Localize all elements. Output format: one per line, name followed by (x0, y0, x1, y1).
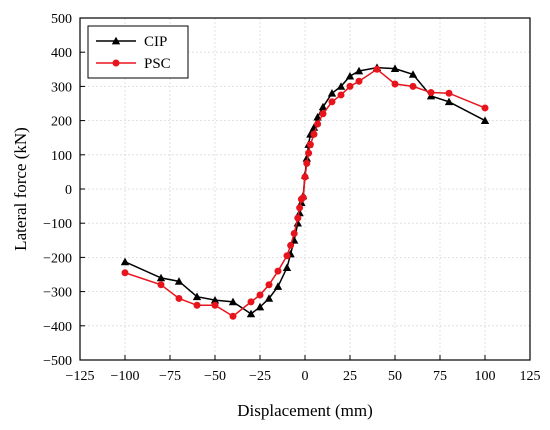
data-point-psc (445, 89, 453, 97)
plot-series (120, 63, 490, 320)
data-point-cip (318, 102, 328, 111)
axis-ticks: −125 −100 −75 −50 −25 0 25 50 75 100 125 −500 −400 −3… (43, 12, 540, 384)
data-point-cip (336, 82, 346, 90)
data-point-psc (290, 229, 298, 237)
legend-label: PSC (144, 56, 171, 72)
data-point-psc (409, 82, 417, 90)
legend-item-psc: PSC (96, 56, 171, 72)
data-point-psc (427, 89, 435, 97)
legend-marker (111, 36, 121, 45)
data-point-psc (337, 91, 345, 99)
data-point-cip (444, 97, 454, 106)
y-tick-label: 100 (51, 149, 72, 164)
legend-item-cip: CIP (96, 34, 167, 50)
data-point-psc (256, 291, 264, 299)
data-point-cip (480, 116, 490, 124)
data-point-cip (246, 309, 256, 318)
y-tick-label: 400 (51, 46, 72, 61)
data-point-psc (175, 294, 183, 302)
y-tick-label: 500 (51, 12, 72, 27)
data-point-psc (294, 214, 302, 222)
data-point-psc (355, 77, 363, 85)
data-point-cip (120, 257, 130, 266)
data-point-cip (174, 277, 184, 285)
grid (79, 17, 531, 361)
data-point-cip (273, 282, 283, 290)
y-axis-title: Lateral force (kN) (11, 127, 30, 251)
y-tick-label: −300 (43, 286, 72, 301)
data-point-cip (302, 154, 311, 162)
y-tick-label: 300 (51, 80, 72, 95)
data-point-cip (327, 89, 337, 97)
data-point-cip (345, 71, 355, 80)
series-line-psc (124, 68, 486, 318)
data-point-psc (193, 301, 201, 309)
data-point-psc (157, 281, 165, 289)
x-tick-label: 0 (302, 369, 309, 384)
data-point-psc (319, 110, 327, 118)
y-tick-label: −500 (43, 354, 72, 369)
data-point-psc (299, 194, 307, 202)
data-point-psc (310, 130, 318, 138)
x-tick-label: −100 (111, 369, 140, 384)
data-point-psc (296, 204, 304, 212)
data-point-psc (328, 98, 336, 106)
data-point-psc (274, 267, 282, 275)
data-point-cip (408, 70, 418, 78)
series-psc (121, 65, 489, 320)
x-tick-label: −125 (66, 369, 95, 384)
data-point-psc (305, 149, 313, 157)
data-point-psc (283, 252, 291, 260)
x-tick-label: 50 (388, 369, 402, 384)
data-point-psc (287, 241, 295, 249)
y-tick-label: 0 (65, 183, 72, 198)
data-point-psc (121, 269, 129, 277)
y-tick-label: −100 (43, 217, 72, 232)
data-point-psc (306, 141, 314, 149)
y-tick-label: −200 (43, 251, 72, 266)
legend-marker (112, 59, 120, 67)
x-tick-label: 25 (343, 369, 357, 384)
y-tick-label: 200 (51, 115, 72, 130)
x-tick-label: 100 (475, 369, 496, 384)
data-point-psc (481, 104, 489, 112)
data-point-psc (391, 80, 399, 88)
data-point-cip (192, 292, 202, 301)
data-point-cip (255, 302, 265, 311)
data-point-psc (303, 159, 311, 167)
data-point-cip (210, 295, 220, 304)
data-point-cip (264, 294, 274, 302)
x-tick-label: 125 (520, 369, 541, 384)
data-point-psc (346, 82, 354, 90)
data-point-cip (295, 208, 304, 217)
y-tick-label: −400 (43, 320, 72, 335)
data-point-cip (282, 263, 292, 272)
legend: CIP PSC (87, 25, 189, 79)
data-point-psc (211, 301, 219, 309)
legend-box (87, 25, 189, 79)
data-point-cip (390, 64, 400, 72)
data-point-psc (247, 298, 255, 306)
x-axis-title: Displacement (mm) (237, 401, 373, 420)
data-point-cip (354, 66, 364, 75)
data-point-psc (301, 173, 309, 181)
x-tick-label: −25 (249, 369, 271, 384)
data-point-cip (156, 273, 166, 282)
x-tick-label: −50 (204, 369, 226, 384)
x-tick-label: −75 (159, 369, 181, 384)
data-point-cip (228, 297, 238, 306)
data-point-psc (229, 312, 237, 320)
data-point-psc (314, 120, 322, 128)
data-point-psc (265, 281, 273, 289)
data-point-psc (373, 65, 381, 73)
x-tick-label: 75 (433, 369, 447, 384)
legend-label: CIP (144, 34, 167, 50)
